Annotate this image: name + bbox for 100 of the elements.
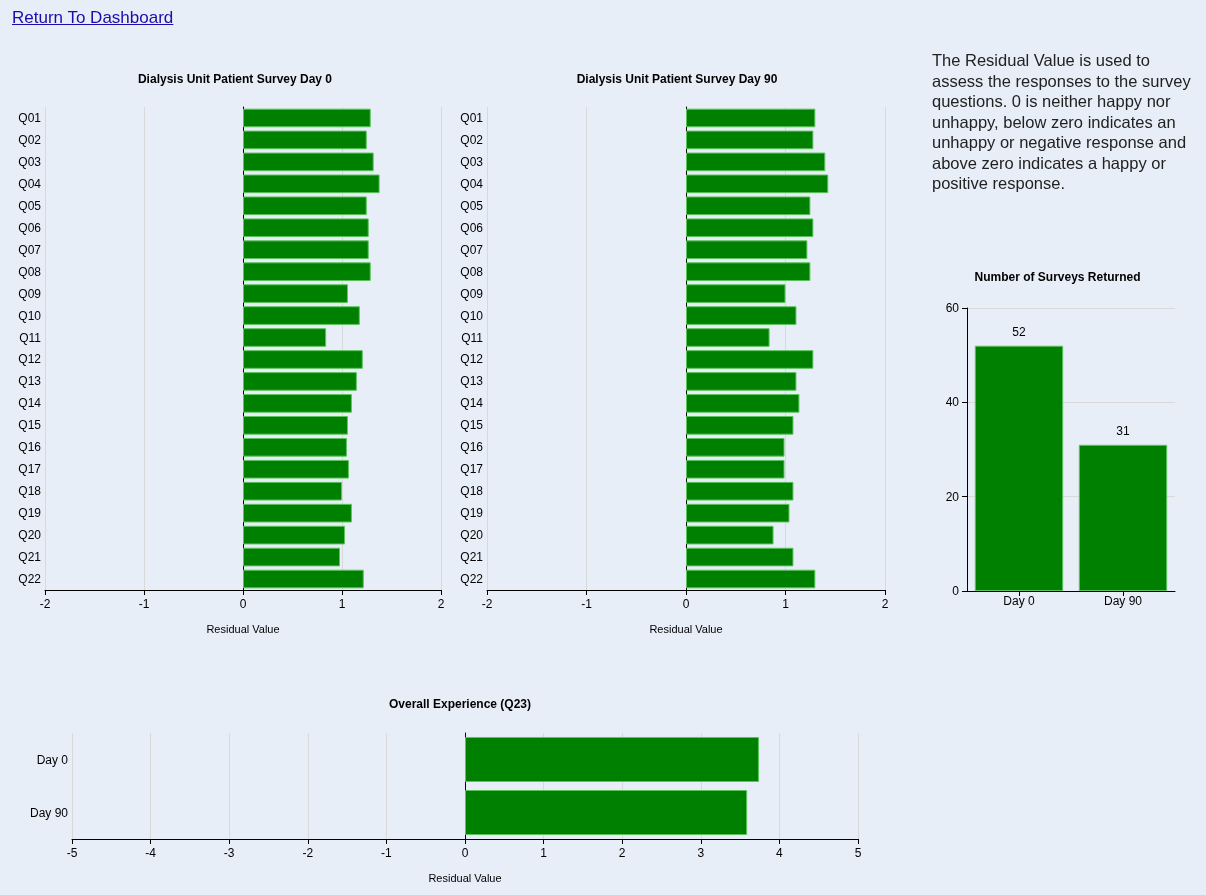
chart-title: Dialysis Unit Patient Survey Day 0 (137, 72, 333, 86)
y-tick-label: Q09 (18, 286, 42, 301)
y-tick-label: Q05 (460, 198, 484, 213)
y-tick-label: Q11 (461, 330, 484, 345)
bar (686, 284, 786, 303)
y-tick-label: Q19 (18, 506, 42, 521)
y-tick-label: Q12 (460, 352, 484, 367)
bar (686, 547, 794, 567)
y-tick-label: Q10 (460, 308, 484, 323)
bar (686, 174, 829, 194)
y-tick-label: Q09 (460, 286, 484, 301)
bar (243, 503, 352, 523)
x-tick-label: 0 (239, 597, 247, 611)
y-tick-label: Q12 (18, 352, 42, 367)
bar (686, 262, 811, 281)
bar (686, 350, 814, 369)
bar (243, 196, 367, 216)
x-axis-title: Residual Value (206, 622, 280, 635)
y-tick-label: Q17 (460, 462, 484, 477)
y-tick-label: Q16 (18, 440, 42, 455)
bar (686, 240, 808, 260)
y-tick-label: Q16 (460, 440, 484, 455)
bar (243, 394, 352, 413)
bar (243, 152, 374, 172)
x-tick-label: -2 (481, 597, 493, 611)
bar (686, 481, 794, 501)
chart-title: Number of Surveys Returned (974, 270, 1141, 284)
bar (243, 437, 347, 457)
y-tick-label: Q18 (18, 484, 42, 499)
y-tick-label: Q19 (460, 506, 484, 521)
bar (686, 152, 826, 172)
x-tick-label: -1 (581, 597, 593, 611)
x-tick-label: Day 90 (1103, 594, 1143, 608)
x-axis-title: Residual Value (649, 622, 723, 635)
x-axis-title: Residual Value (428, 871, 502, 884)
bar (243, 328, 327, 347)
y-tick-label: Q20 (18, 528, 42, 543)
bar (243, 284, 348, 303)
y-tick-label: Q02 (460, 132, 484, 147)
bar (686, 108, 816, 128)
chart-title: Dialysis Unit Patient Survey Day 90 (576, 72, 778, 86)
text: The Residual Value is used to assess the responses to the survey questions. 0 is neither happy nor unhappy, below zero indicates an unhappy or negative response and above zero indicates a happy or positive response. (932, 50, 1192, 194)
y-tick-label: Q05 (18, 198, 42, 213)
x-tick-label: -2 (39, 597, 51, 611)
y-tick-label: Q13 (460, 374, 484, 389)
x-tick-label: 0 (682, 597, 690, 611)
y-tick-label: Q01 (18, 110, 42, 125)
bar (243, 481, 342, 501)
x-tick-label: 1 (782, 597, 790, 611)
y-tick-label: Q17 (18, 462, 42, 477)
x-tick-label: Day 0 (1003, 594, 1035, 608)
bar (686, 328, 770, 347)
bar (686, 196, 811, 216)
y-tick-label: Q07 (18, 242, 42, 257)
y-tick-label: Q06 (18, 220, 42, 235)
x-tick-label: 3 (697, 846, 705, 860)
x-tick-label: 2 (618, 846, 626, 860)
y-tick-label: Q04 (460, 176, 484, 191)
y-tick-label: Q22 (460, 572, 484, 587)
bar (686, 437, 785, 457)
y-tick-label: Q08 (18, 264, 42, 279)
x-tick-label: 5 (854, 846, 862, 860)
bar (243, 218, 369, 238)
y-tick-label: Q21 (460, 550, 484, 565)
bar (243, 525, 345, 545)
y-tick-label: Q21 (18, 550, 42, 565)
bar (686, 306, 797, 325)
bar (686, 569, 816, 589)
bar (243, 372, 357, 391)
x-tick-label: 1 (338, 597, 346, 611)
y-tick-label: Q18 (460, 484, 484, 499)
bar (243, 108, 371, 128)
data-label: 52 (1012, 324, 1026, 339)
bar (243, 459, 349, 479)
y-tick-label: Q08 (460, 264, 484, 279)
bar (243, 174, 380, 194)
text: Return To Dashboard (12, 8, 174, 28)
y-tick-label: 20 (945, 489, 960, 504)
bar (243, 306, 360, 325)
x-tick-label: -3 (223, 846, 235, 860)
y-tick-label: Q01 (460, 110, 484, 125)
bar (686, 394, 800, 413)
bar (686, 525, 774, 545)
y-tick-label: Q10 (18, 308, 42, 323)
y-tick-label: Q07 (460, 242, 484, 257)
bar (243, 569, 364, 589)
bar (243, 240, 369, 260)
bar (686, 218, 814, 238)
bar (243, 547, 341, 567)
bar (686, 372, 797, 391)
y-tick-label: Q03 (18, 154, 42, 169)
bar (686, 130, 814, 150)
x-tick-label: 2 (437, 597, 445, 611)
y-tick-label: Q13 (18, 374, 42, 389)
x-tick-label: -5 (66, 846, 78, 860)
y-tick-label: Q02 (18, 132, 42, 147)
y-tick-label: Q20 (460, 528, 484, 543)
x-tick-label: -1 (381, 846, 393, 860)
x-tick-label: -1 (138, 597, 150, 611)
x-tick-label: 4 (776, 846, 784, 860)
